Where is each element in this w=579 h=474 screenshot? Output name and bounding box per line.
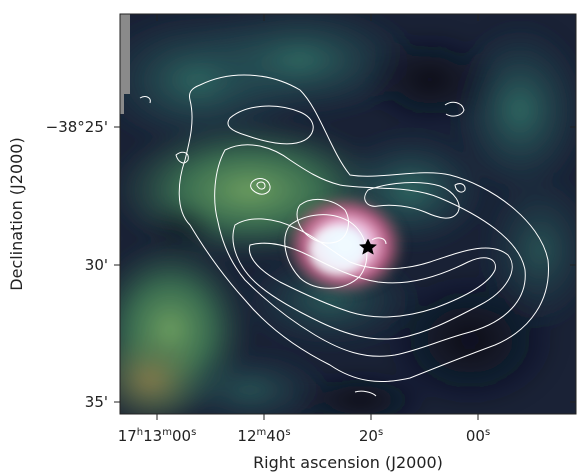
contour-fragment-ne — [444, 101, 465, 117]
x-tick-label-2: 20s — [359, 427, 383, 445]
contour-fragment-e — [454, 183, 466, 193]
right-ticks — [570, 126, 576, 403]
y-tick-label-2: 35' — [85, 393, 108, 411]
contours — [139, 74, 549, 397]
left-ticks — [114, 126, 120, 403]
x-tick-label-1: 12m40s — [237, 427, 290, 445]
y-tick-label-1: 30' — [85, 256, 108, 274]
x-axis-label: Right ascension (J2000) — [253, 453, 443, 472]
contour-ring-upper — [364, 182, 460, 219]
top-ticks — [156, 14, 479, 21]
contour-level-4 — [248, 242, 496, 318]
contour-knot-left-inner — [256, 181, 266, 190]
bright-emission-core — [283, 193, 407, 297]
contour-level-6 — [296, 198, 349, 244]
bottom-ticks — [156, 414, 479, 420]
contour-fragment-n — [139, 96, 151, 104]
x-tick-labels: 17h13m00s 12m40s 20s 00s — [118, 427, 490, 445]
contour-knot-left — [250, 178, 271, 195]
contour-outer — [178, 74, 549, 382]
contour-level-3 — [232, 218, 513, 340]
star-marker-icon — [358, 238, 378, 255]
image-panel — [120, 14, 576, 414]
contour-north-loop — [227, 105, 314, 145]
blank-region-small — [120, 94, 124, 114]
contour-level-2 — [214, 144, 526, 357]
blank-region — [120, 14, 130, 94]
contour-fragment-center — [371, 237, 387, 245]
y-tick-labels: −38°25' 30' 35' — [46, 118, 108, 411]
contour-fragment-s — [354, 390, 377, 397]
axes-frame — [119, 13, 577, 415]
y-axis-label: Declination (J2000) — [7, 137, 26, 290]
x-tick-label-3: 00s — [466, 427, 490, 445]
contour-level-5 — [284, 214, 368, 289]
contour-fragment-w — [175, 151, 189, 164]
y-tick-label-0: −38°25' — [46, 118, 108, 136]
x-tick-label-0: 17h13m00s — [118, 427, 197, 445]
